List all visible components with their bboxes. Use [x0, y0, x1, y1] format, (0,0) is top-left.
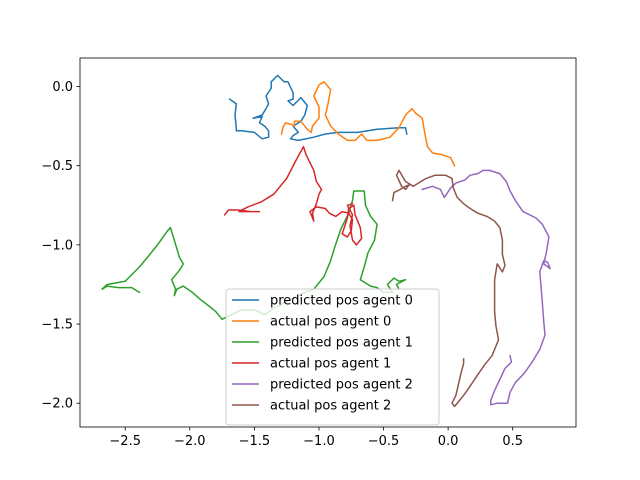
axis-ticks: −2.5 −2.0 −1.5 −1.0 −0.5 0.0 0.5 0.0 −0.5 −1.0 −1.… [41, 80, 523, 449]
y-tick-label: −0.5 [41, 159, 73, 174]
x-tick-label: 0.0 [438, 434, 459, 449]
x-tick-label: −2.5 [109, 434, 141, 449]
plot-frame [79, 57, 577, 428]
legend-label-3: actual pos agent 1 [270, 357, 391, 372]
series-line-0 [228, 74, 408, 142]
legend-label-4: predicted pos agent 2 [270, 378, 413, 393]
y-tick-label: −2.0 [41, 397, 73, 412]
legend-label-0: predicted pos agent 0 [270, 294, 413, 309]
x-tick-label: 0.5 [502, 434, 523, 449]
legend-box [225, 288, 440, 426]
y-tick-label: −1.0 [41, 238, 73, 253]
series-line-5 [391, 169, 506, 408]
x-tick-label: −1.0 [303, 434, 335, 449]
legend-label-2: predicted pos agent 1 [270, 336, 413, 351]
y-tick-label: −1.5 [41, 318, 73, 333]
series-line-1 [280, 81, 456, 167]
series-line-3 [223, 145, 363, 246]
legend-label-5: actual pos agent 2 [270, 399, 391, 414]
x-tick-label: −2.0 [174, 434, 206, 449]
x-tick-label: −0.5 [368, 434, 400, 449]
series-line-4 [421, 169, 551, 406]
x-tick-label: −1.5 [239, 434, 271, 449]
y-tick-label: 0.0 [52, 80, 73, 95]
legend: predicted pos agent 0 actual pos agent 0 p… [225, 288, 440, 426]
legend-label-1: actual pos agent 0 [270, 315, 391, 330]
